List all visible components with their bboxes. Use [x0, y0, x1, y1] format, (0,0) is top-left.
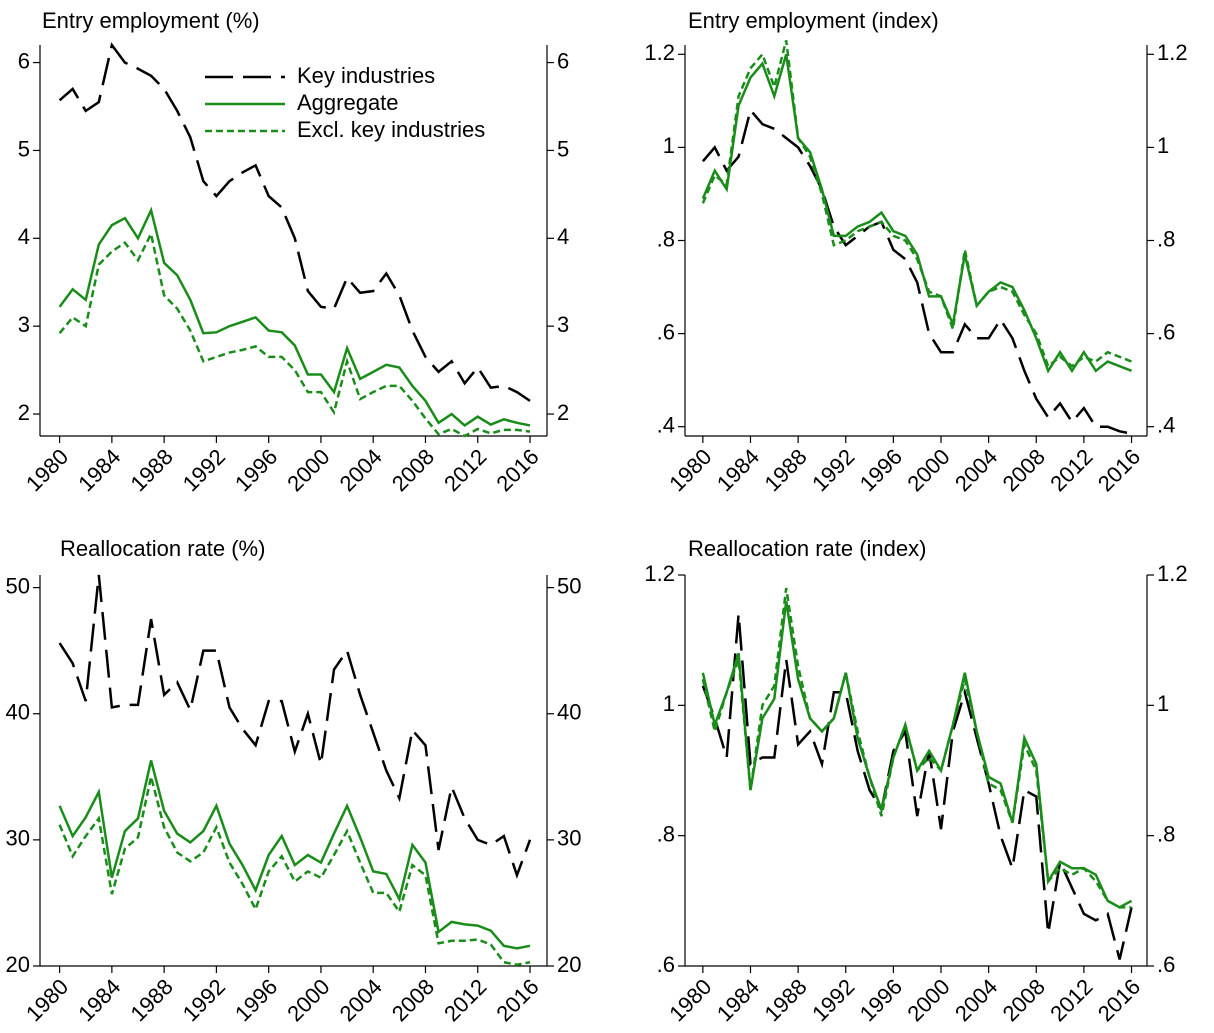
y-tick-label: 4: [18, 224, 30, 249]
legend-label: Key industries: [297, 63, 435, 88]
x-tick-label: 2000: [282, 974, 334, 1026]
y-tick-label-right: 5: [557, 136, 569, 161]
series-line: [58, 574, 532, 879]
x-tick-label: 2000: [902, 444, 954, 496]
x-tick-label: 1980: [664, 444, 716, 496]
x-tick-label: 2008: [998, 444, 1050, 496]
y-tick-label: 1: [663, 133, 675, 158]
y-tick-label-right: 1: [1157, 691, 1169, 716]
y-tick-label: 3: [18, 312, 30, 337]
x-tick-label: 2000: [902, 974, 954, 1026]
x-tick-label: 2008: [387, 444, 439, 496]
series-line: [58, 760, 531, 950]
y-tick-label-right: .6: [1157, 319, 1175, 344]
x-tick-label: 2004: [950, 974, 1002, 1026]
series-line: [58, 776, 531, 967]
x-tick-label: 2016: [1093, 974, 1145, 1026]
y-tick-label-right: .8: [1157, 821, 1175, 846]
series-line: [58, 42, 531, 402]
x-tick-label: 1988: [125, 444, 177, 496]
y-tick-label: 5: [18, 136, 30, 161]
x-tick-label: 1992: [807, 444, 859, 496]
x-tick-label: 2012: [439, 974, 491, 1026]
x-tick-label: 2004: [950, 444, 1002, 496]
y-tick-label: 1.2: [644, 561, 675, 586]
series-line: [701, 107, 1132, 435]
x-tick-label: 1992: [178, 974, 230, 1026]
x-tick-label: 1984: [712, 444, 764, 496]
y-tick-label-right: .4: [1157, 413, 1175, 438]
y-tick-label: 50: [6, 573, 30, 598]
x-tick-label: 1992: [178, 444, 230, 496]
y-tick-label: .6: [657, 952, 675, 977]
x-tick-label: 1996: [230, 974, 282, 1026]
x-tick-label: 1984: [712, 974, 764, 1026]
y-tick-label-right: 1.2: [1157, 40, 1188, 65]
series-line: [701, 613, 1133, 960]
x-tick-label: 2004: [335, 444, 387, 496]
y-tick-label-right: 50: [557, 573, 581, 598]
y-tick-label-right: 2: [557, 400, 569, 425]
panel-title: Reallocation rate (%): [60, 536, 265, 561]
y-tick-label-right: 20: [557, 952, 581, 977]
x-tick-label: 1980: [664, 974, 716, 1026]
x-tick-label: 1984: [73, 974, 125, 1026]
x-tick-label: 1992: [807, 974, 859, 1026]
panel-title: Entry employment (%): [42, 8, 260, 33]
x-tick-label: 1996: [855, 974, 907, 1026]
x-tick-label: 1988: [759, 974, 811, 1026]
x-tick-label: 2012: [439, 444, 491, 496]
x-tick-label: 1988: [759, 444, 811, 496]
y-tick-label: .8: [657, 821, 675, 846]
x-tick-label: 2016: [491, 444, 543, 496]
y-tick-label-right: .6: [1157, 952, 1175, 977]
x-tick-label: 2016: [1093, 444, 1145, 496]
y-tick-label-right: 30: [557, 826, 581, 851]
y-tick-label: .4: [657, 413, 675, 438]
x-tick-label: 2012: [1045, 444, 1097, 496]
panel-title: Entry employment (index): [688, 8, 939, 33]
y-tick-label-right: 1.2: [1157, 561, 1188, 586]
y-tick-label: 30: [6, 826, 30, 851]
x-tick-label: 1988: [125, 974, 177, 1026]
x-tick-label: 1980: [21, 974, 73, 1026]
series-line: [701, 587, 1132, 909]
y-tick-label-right: 40: [557, 700, 581, 725]
legend-label: Excl. key industries: [297, 117, 485, 142]
y-tick-label-right: 4: [557, 224, 569, 249]
x-tick-label: 2008: [998, 974, 1050, 1026]
y-tick-label: 20: [6, 952, 30, 977]
panel-title: Reallocation rate (index): [688, 536, 926, 561]
series-line: [58, 206, 531, 428]
y-tick-label: .8: [657, 226, 675, 251]
y-tick-label: 1.2: [644, 40, 675, 65]
x-tick-label: 1996: [230, 444, 282, 496]
x-tick-label: 2016: [491, 974, 543, 1026]
series-line: [701, 53, 1132, 374]
x-tick-label: 2012: [1045, 974, 1097, 1026]
series-line: [701, 40, 1132, 369]
y-tick-label-right: 1: [1157, 133, 1169, 158]
x-tick-label: 2008: [387, 974, 439, 1026]
y-tick-label-right: 3: [557, 312, 569, 337]
y-tick-label-right: 6: [557, 48, 569, 73]
legend-label: Aggregate: [297, 90, 399, 115]
y-tick-label: 6: [18, 48, 30, 73]
series-line: [701, 600, 1133, 909]
series-line: [58, 230, 531, 438]
x-tick-label: 2000: [282, 444, 334, 496]
x-tick-label: 1996: [855, 444, 907, 496]
x-tick-label: 1980: [21, 444, 73, 496]
y-tick-label: 1: [663, 691, 675, 716]
y-tick-label: .6: [657, 319, 675, 344]
x-tick-label: 1984: [73, 444, 125, 496]
y-tick-label: 2: [18, 400, 30, 425]
x-tick-label: 2004: [335, 974, 387, 1026]
y-tick-label-right: .8: [1157, 226, 1175, 251]
y-tick-label: 40: [6, 700, 30, 725]
